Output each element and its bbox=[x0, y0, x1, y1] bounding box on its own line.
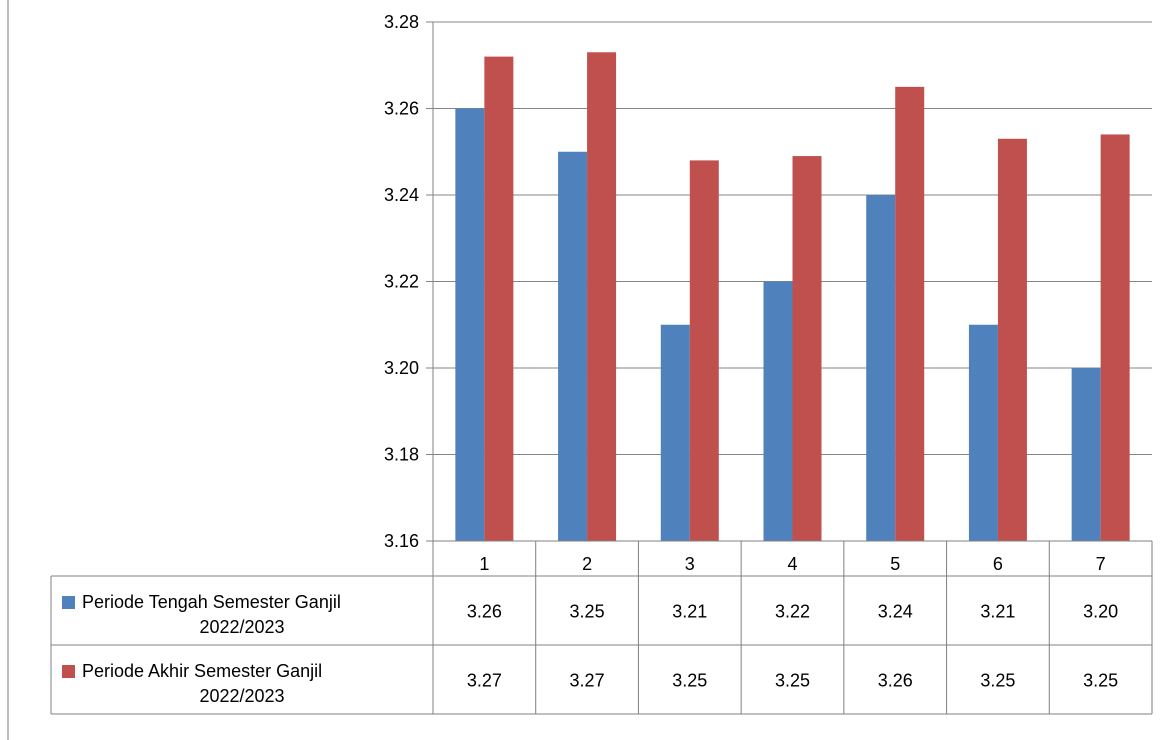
bar bbox=[895, 86, 925, 541]
y-tick-label: 3.18 bbox=[384, 445, 419, 465]
bar bbox=[1071, 368, 1101, 541]
table-value: 3.25 bbox=[775, 671, 810, 691]
bar bbox=[484, 56, 514, 541]
table-value: 3.26 bbox=[467, 602, 502, 622]
x-tick-label: 6 bbox=[993, 554, 1003, 574]
table-value: 3.25 bbox=[1083, 671, 1118, 691]
y-tick-label: 3.20 bbox=[384, 358, 419, 378]
bar bbox=[587, 52, 617, 542]
table-value: 3.22 bbox=[775, 602, 810, 622]
legend-label: 2022/2023 bbox=[199, 617, 284, 637]
bar bbox=[689, 160, 719, 541]
bar bbox=[792, 156, 822, 541]
bar bbox=[455, 108, 485, 541]
y-tick-label: 3.16 bbox=[384, 531, 419, 551]
y-tick-label: 3.28 bbox=[384, 12, 419, 32]
table-value: 3.27 bbox=[467, 671, 502, 691]
bar bbox=[558, 151, 588, 541]
table-value: 3.21 bbox=[672, 602, 707, 622]
y-tick-label: 3.26 bbox=[384, 99, 419, 119]
x-tick-label: 2 bbox=[582, 554, 592, 574]
bar bbox=[997, 138, 1027, 541]
bar bbox=[660, 324, 690, 541]
table-value: 3.27 bbox=[570, 671, 605, 691]
bar bbox=[763, 281, 793, 541]
x-tick-label: 3 bbox=[685, 554, 695, 574]
x-tick-label: 7 bbox=[1096, 554, 1106, 574]
table-value: 3.25 bbox=[672, 671, 707, 691]
bar bbox=[968, 324, 998, 541]
table-value: 3.25 bbox=[570, 602, 605, 622]
legend-label: 2022/2023 bbox=[199, 686, 284, 706]
legend-key bbox=[62, 596, 75, 609]
x-tick-label: 1 bbox=[479, 554, 489, 574]
table-value: 3.24 bbox=[878, 602, 913, 622]
table-value: 3.21 bbox=[980, 602, 1015, 622]
bar bbox=[866, 195, 896, 541]
legend-label: Periode Akhir Semester Ganjil bbox=[82, 661, 322, 681]
bar bbox=[1100, 134, 1130, 541]
table-value: 3.20 bbox=[1083, 602, 1118, 622]
x-tick-label: 4 bbox=[787, 554, 797, 574]
y-tick-label: 3.24 bbox=[384, 185, 419, 205]
legend-key bbox=[62, 665, 75, 678]
legend-label: Periode Tengah Semester Ganjil bbox=[82, 592, 341, 612]
x-tick-label: 5 bbox=[890, 554, 900, 574]
table-value: 3.26 bbox=[878, 671, 913, 691]
y-tick-label: 3.22 bbox=[384, 272, 419, 292]
table-value: 3.25 bbox=[980, 671, 1015, 691]
